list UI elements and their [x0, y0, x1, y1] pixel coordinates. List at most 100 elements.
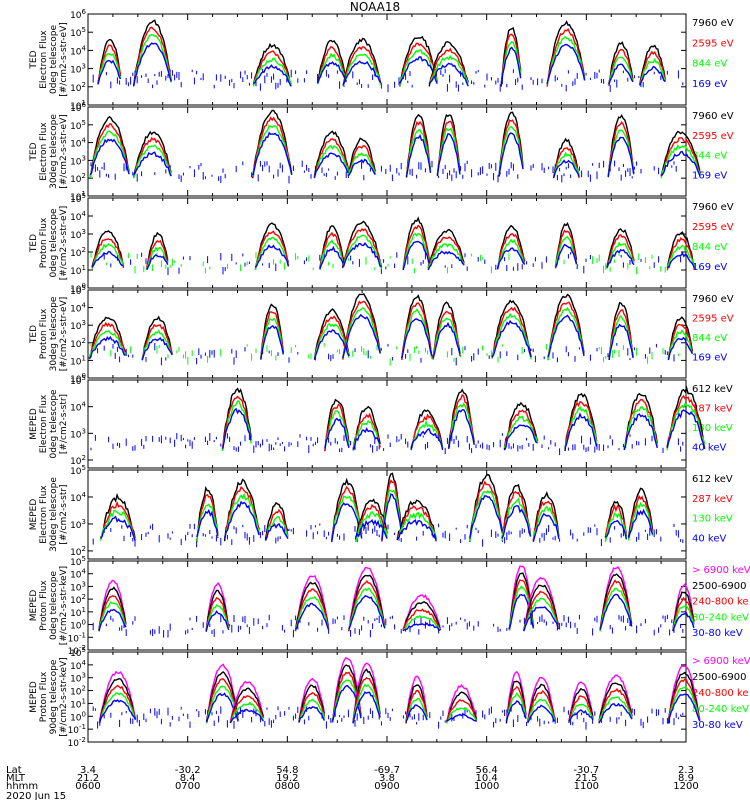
burst-000000 [100, 492, 136, 539]
burst-000000 [660, 130, 701, 176]
burst-000000 [564, 392, 598, 452]
burst-0000ff [402, 240, 431, 270]
x-tick-label-hhmm: 1200 [673, 781, 698, 792]
burst-ff0000 [599, 579, 633, 631]
y-tick-label: 104 [70, 210, 86, 223]
burst-ff0000 [221, 395, 252, 448]
y-tick-label: 104 [70, 659, 86, 672]
burst-000000 [98, 586, 127, 631]
burst-ff0000 [298, 691, 326, 723]
y-axis-label: [#/cm2-s-str] [59, 394, 69, 454]
burst-ff00ff [523, 576, 559, 632]
y-tick-label: 10-1 [68, 631, 86, 644]
burst-00ff00 [146, 246, 169, 271]
legend-entry: 130 keV [692, 514, 733, 525]
x-row-label: hhmm [6, 781, 38, 792]
burst-ff0000 [491, 306, 532, 359]
burst-000000 [608, 41, 634, 84]
burst-000000 [667, 316, 694, 359]
burst-ff0000 [399, 42, 438, 87]
burst-ff0000 [260, 311, 284, 358]
burst-00ff00 [381, 489, 403, 540]
burst-ff0000 [229, 695, 265, 723]
y-tick-label: 102 [70, 337, 86, 350]
burst-00ff00 [342, 307, 381, 358]
y-tick-label: 103 [70, 319, 86, 332]
burst-0000ff [260, 324, 284, 360]
burst-00ff00 [405, 697, 428, 722]
burst-ff00ff [402, 594, 442, 631]
burst-000000 [205, 589, 230, 632]
burst-ff0000 [133, 136, 172, 179]
burst-0000ff [98, 699, 137, 724]
burst-0000ff [205, 610, 230, 632]
x-tick-label-mlt: 21.5 [575, 773, 597, 784]
burst-ff0000 [313, 315, 350, 360]
y-axis-label: 90deg telescope [49, 659, 59, 734]
burst-ff0000 [606, 233, 635, 269]
burst-000000 [627, 487, 654, 538]
burst-ff00ff [505, 670, 527, 722]
burst-0000ff [348, 594, 386, 630]
burst-ff0000 [97, 44, 122, 85]
burst-0000ff [347, 158, 376, 177]
burst-ff0000 [428, 47, 469, 85]
y-tick-label: 104 [70, 137, 86, 150]
y-axis-label: 0deg telescope [49, 571, 59, 641]
burst-ff0000 [660, 137, 701, 177]
y-tick-label: 10-1 [68, 723, 86, 736]
burst-0000ff [501, 504, 532, 539]
legend-entry: 40 keV [692, 533, 726, 544]
burst-0000ff [666, 409, 706, 450]
burst-000000 [402, 600, 442, 631]
x-tick-label-lat: -69.7 [374, 765, 400, 776]
burst-00ff00 [402, 614, 441, 631]
legend-entry: 2595 eV [692, 131, 734, 142]
burst-000000 [331, 664, 362, 723]
burst-0000ff [469, 495, 504, 539]
data-marks [89, 109, 701, 184]
burst-0000ff [341, 241, 382, 268]
burst-00ff00 [205, 685, 239, 724]
y-axis-label: 30deg telescope [49, 477, 59, 552]
burst-000000 [98, 677, 137, 723]
burst-0000ff [254, 244, 290, 268]
y-axis-label: Electron Flux [39, 485, 49, 544]
legend-entry: 169 eV [692, 79, 727, 90]
burst-00ff00 [667, 686, 701, 723]
burst-000000 [607, 113, 635, 177]
burst-ff0000 [503, 409, 539, 447]
burst-ff0000 [666, 394, 706, 449]
burst-00ff00 [598, 696, 633, 722]
burst-ff0000 [331, 671, 362, 723]
y-tick-label: 105 [70, 26, 86, 39]
y-axis-label: MEPED [29, 499, 39, 531]
y-tick-label: 105 [70, 555, 86, 568]
y-tick-label: 103 [70, 672, 86, 685]
burst-00ff00 [399, 49, 438, 86]
burst-00ff00 [599, 587, 633, 632]
burst-00ff00 [89, 130, 130, 179]
burst-ff0000 [552, 146, 580, 178]
burst-000000 [294, 581, 330, 632]
burst-000000 [606, 228, 635, 268]
x-tick-label-lat: 3.4 [80, 765, 96, 776]
legend-entry: 287 keV [692, 494, 733, 505]
burst-ff00ff [205, 581, 230, 631]
y-axis-label: [#/cm2-s-str-eV] [59, 206, 69, 281]
burst-0000ff [91, 250, 124, 268]
burst-000000 [401, 294, 433, 359]
burst-0000ff [505, 700, 527, 722]
burst-000000 [88, 316, 126, 359]
y-tick-label: 106 [70, 8, 86, 21]
burst-00ff00 [604, 512, 628, 543]
burst-00ff00 [319, 239, 345, 271]
burst-0000ff [405, 133, 432, 177]
burst-0000ff [294, 602, 330, 630]
burst-00ff00 [341, 234, 383, 270]
burst-00ff00 [554, 235, 578, 269]
burst-0000ff [316, 61, 347, 84]
y-axis-label: 30deg telescope [49, 296, 59, 371]
burst-ff0000 [666, 237, 696, 270]
